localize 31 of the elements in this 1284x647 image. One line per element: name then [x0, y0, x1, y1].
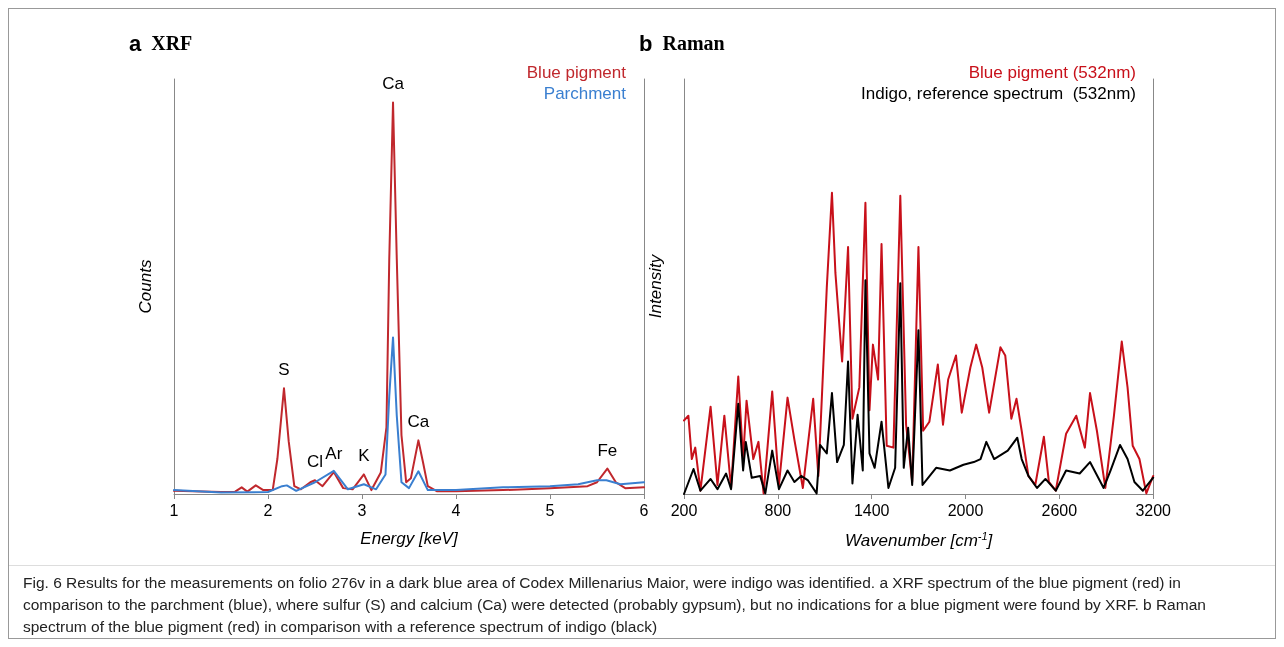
- x-tick-label: 200: [670, 501, 698, 519]
- chart-title: XRF: [151, 32, 193, 54]
- annotation: Cl: [306, 452, 324, 472]
- y-axis-title: Intensity: [646, 253, 665, 319]
- text: Indigo, reference spectrum (532nm): [861, 84, 1136, 103]
- annotation: Ca: [407, 412, 430, 432]
- annotation: Ca: [382, 74, 405, 94]
- annotation: K: [358, 446, 371, 466]
- x-tick-label: 4: [451, 501, 461, 519]
- text: b: [639, 30, 653, 56]
- x-tick-label: 1: [169, 501, 179, 519]
- annotation: Fe: [597, 440, 618, 460]
- annotation: S: [278, 360, 290, 380]
- x-tick-label: 3200: [1135, 501, 1172, 519]
- x-tick-label: 2: [263, 501, 273, 519]
- x-tick-label: 3: [357, 501, 367, 519]
- x-tick-label: 5: [545, 501, 555, 519]
- text: Blue pigment (532nm): [968, 63, 1136, 82]
- annotation: Ar: [325, 444, 343, 464]
- x-tick-label: 2000: [947, 501, 984, 519]
- y-axis-title: Counts: [136, 259, 155, 314]
- text: a: [129, 30, 142, 56]
- x-tick-label: 6: [639, 501, 649, 519]
- x-tick-label: 1400: [853, 501, 890, 519]
- x-tick-label: 2600: [1041, 501, 1078, 519]
- text: Blue pigment: [526, 63, 627, 82]
- x-tick-label: 800: [764, 501, 792, 519]
- chart-title: Raman: [662, 32, 725, 54]
- text: Parchment: [543, 84, 627, 103]
- caption: Fig. 6 Results for the measurements on folio 276v in a dark blue area of Codex Millenarius Maior, were indigo was identified. a XRF spectrum of the blue pigment (red) in comparison to the parchment (blue), where sulfur (S) and calcium (Ca) were detected (probably gypsum), but no indications for a blue pigment were found by XRF. b Raman spectrum of the blue pigment (red) in comparison with a reference spectrum of indigo (black): [23, 573, 1207, 637]
- x-axis-title: Energy [keV]: [360, 529, 459, 548]
